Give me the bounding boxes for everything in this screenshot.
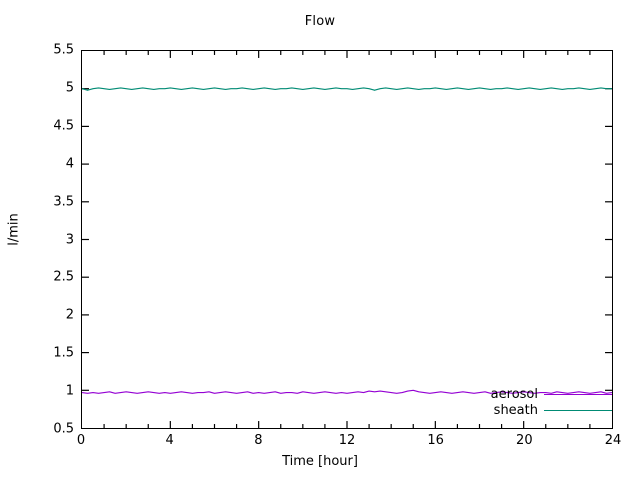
y-axis-label: l/min [6, 213, 22, 246]
legend-color-swatch [544, 410, 612, 411]
x-axis-label: Time [hour] [282, 454, 358, 469]
x-tick-label: 0 [76, 433, 86, 448]
y-tick-label: 4.5 [53, 118, 74, 134]
x-tick-label: 16 [427, 433, 444, 448]
x-tick-label: 4 [165, 433, 174, 448]
legend-label: sheath [493, 403, 538, 418]
legend-label: aerosol [490, 387, 538, 402]
x-tick-label: 12 [338, 433, 356, 448]
y-tick-label: 3 [65, 232, 74, 247]
series-line-aerosol [82, 389, 612, 394]
plot-svg [82, 51, 612, 428]
chart-legend: aerosol sheath [470, 387, 616, 419]
y-tick-label: 0.5 [53, 421, 74, 437]
y-tick-label: 1 [65, 383, 74, 399]
x-tick-label: 8 [254, 433, 263, 448]
y-tick-label: 2 [65, 307, 74, 323]
legend-color-swatch [544, 394, 612, 395]
y-tick-label: 2.5 [53, 269, 74, 285]
y-tick-label: 4 [65, 156, 74, 172]
y-tick-label: 1.5 [53, 345, 74, 361]
legend-item-aerosol[interactable]: aerosol [470, 387, 616, 402]
x-axis-tick-labels: 0 4 8 12 16 20 24 [0, 433, 640, 455]
y-tick-label: 5.5 [53, 42, 74, 58]
y-tick-label: 5 [65, 80, 74, 96]
chart-title: Flow [304, 14, 336, 29]
y-axis-tick-labels: 0.5 1 1.5 2 2.5 3 3.5 4 4.5 5 5.5 [0, 0, 74, 480]
series-line-sheath [82, 87, 612, 91]
y-tick-label: 3.5 [53, 194, 74, 210]
plot-area [81, 50, 613, 429]
x-tick-label: 20 [516, 433, 533, 448]
legend-item-sheath[interactable]: sheath [470, 403, 616, 418]
x-tick-label: 24 [604, 433, 622, 448]
